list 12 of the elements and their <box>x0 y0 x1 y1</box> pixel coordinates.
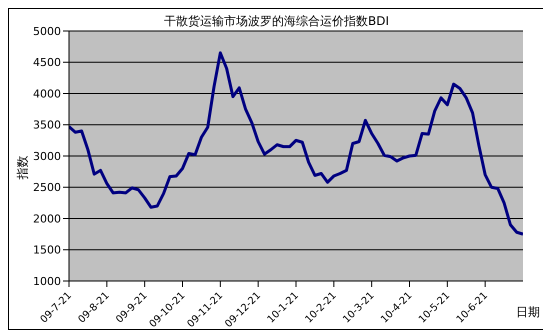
y-tick-label: 1000 <box>33 274 61 288</box>
y-tick-label: 1500 <box>33 244 61 257</box>
y-tick-label: 2500 <box>33 181 61 194</box>
y-tick-label: 4000 <box>33 87 61 100</box>
y-tick-label: 3500 <box>33 118 61 132</box>
y-axis-title: 指数 <box>14 154 30 182</box>
y-tick-label: 5000 <box>33 24 61 38</box>
y-tick-label: 4500 <box>33 56 61 70</box>
chart-title: 干散货运输市场波罗的海综合运价指数BDI <box>164 14 389 28</box>
y-tick-label: 3000 <box>33 150 61 163</box>
y-tick-label: 2000 <box>33 212 61 226</box>
x-axis-title: 日期 <box>516 304 540 321</box>
